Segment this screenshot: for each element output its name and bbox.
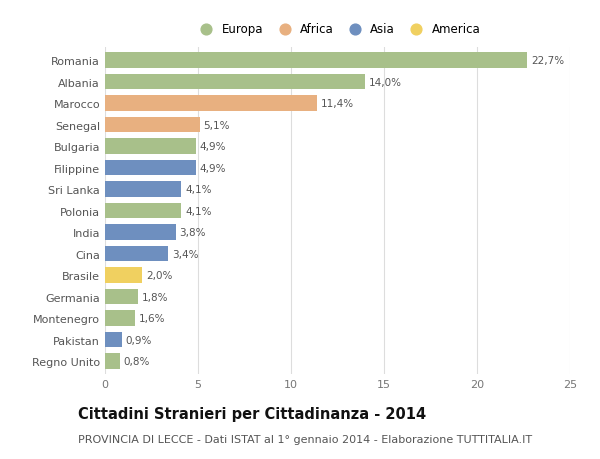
Text: 4,9%: 4,9%	[200, 163, 226, 173]
Bar	[105, 289, 139, 305]
Text: 4,9%: 4,9%	[200, 142, 226, 152]
Text: 4,1%: 4,1%	[185, 206, 211, 216]
Bar	[105, 96, 317, 112]
Text: 1,8%: 1,8%	[142, 292, 169, 302]
Bar	[105, 182, 181, 197]
Text: Cittadini Stranieri per Cittadinanza - 2014: Cittadini Stranieri per Cittadinanza - 2…	[78, 406, 426, 421]
Bar	[105, 53, 527, 69]
Bar	[105, 203, 181, 219]
Legend: Europa, Africa, Asia, America: Europa, Africa, Asia, America	[190, 18, 485, 41]
Bar	[105, 75, 365, 90]
Bar	[105, 311, 135, 326]
Bar	[105, 139, 196, 155]
Bar	[105, 332, 122, 347]
Bar	[105, 353, 120, 369]
Text: 1,6%: 1,6%	[139, 313, 165, 323]
Text: 5,1%: 5,1%	[203, 120, 230, 130]
Text: 14,0%: 14,0%	[369, 78, 402, 88]
Text: 3,4%: 3,4%	[172, 249, 199, 259]
Text: 22,7%: 22,7%	[531, 56, 564, 66]
Text: 3,8%: 3,8%	[179, 228, 206, 238]
Text: 2,0%: 2,0%	[146, 270, 172, 280]
Bar	[105, 268, 142, 283]
Text: 4,1%: 4,1%	[185, 185, 211, 195]
Bar	[105, 118, 200, 133]
Text: 0,8%: 0,8%	[124, 356, 150, 366]
Text: PROVINCIA DI LECCE - Dati ISTAT al 1° gennaio 2014 - Elaborazione TUTTITALIA.IT: PROVINCIA DI LECCE - Dati ISTAT al 1° ge…	[78, 434, 532, 444]
Bar	[105, 161, 196, 176]
Text: 11,4%: 11,4%	[321, 99, 354, 109]
Bar	[105, 225, 176, 241]
Bar	[105, 246, 168, 262]
Text: 0,9%: 0,9%	[125, 335, 152, 345]
